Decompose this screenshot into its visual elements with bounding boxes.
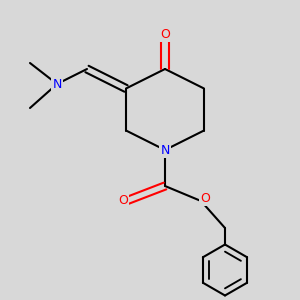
Text: O: O xyxy=(201,191,210,205)
Text: N: N xyxy=(52,77,62,91)
Text: O: O xyxy=(118,194,128,208)
Text: N: N xyxy=(160,143,170,157)
Text: O: O xyxy=(160,28,170,41)
